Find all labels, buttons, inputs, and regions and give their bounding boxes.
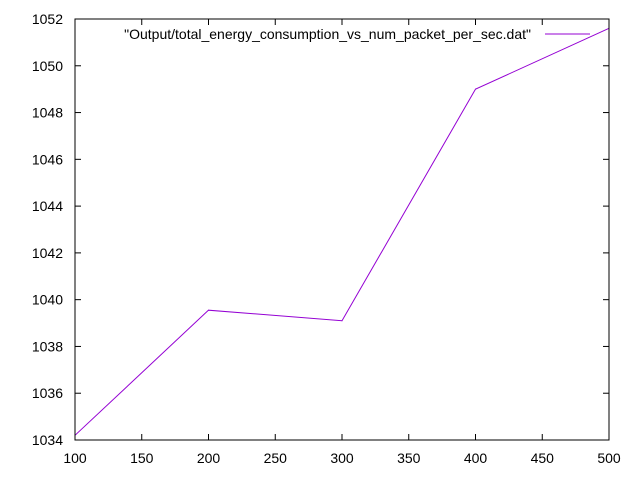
x-tick-label: 400 <box>464 450 488 466</box>
x-tick-label: 150 <box>130 450 154 466</box>
x-tick-label: 300 <box>330 450 354 466</box>
data-point <box>475 88 476 90</box>
y-tick-label: 1052 <box>32 11 63 27</box>
x-tick-label: 200 <box>197 450 221 466</box>
y-tick-label: 1044 <box>32 198 63 214</box>
y-tick-label: 1042 <box>32 245 63 261</box>
y-tick-label: 1034 <box>32 432 63 448</box>
x-tick-label: 250 <box>264 450 288 466</box>
axis-tick-labels: 100 150 200 250 300 350 400 450 500 1034 1036 1038 1… <box>32 11 621 466</box>
plot-frame <box>74 18 610 441</box>
y-tick-label: 1038 <box>32 338 63 354</box>
series-line <box>74 27 610 436</box>
x-tick-label: 450 <box>531 450 555 466</box>
axis-ticks <box>74 18 610 441</box>
legend-label: "Output/total_energy_consumption_vs_num_… <box>124 26 531 42</box>
y-tick-label: 1048 <box>32 105 63 121</box>
data-point <box>208 309 209 311</box>
legend: "Output/total_energy_consumption_vs_num_… <box>124 26 590 42</box>
y-tick-label: 1046 <box>32 151 63 167</box>
series-group <box>74 27 610 436</box>
y-tick-label: 1040 <box>32 292 63 308</box>
x-tick-label: 350 <box>397 450 421 466</box>
y-tick-label: 1036 <box>32 385 63 401</box>
y-tick-label: 1050 <box>32 58 63 74</box>
x-tick-label: 500 <box>597 450 621 466</box>
data-point <box>341 320 343 322</box>
x-tick-label: 100 <box>63 450 87 466</box>
